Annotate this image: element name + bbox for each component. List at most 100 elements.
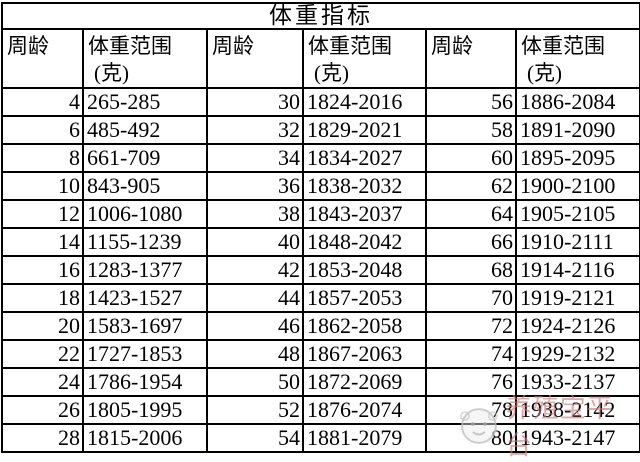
week-cell-col1: 14 bbox=[1, 227, 84, 257]
range-cell-col1: 1006-1080 bbox=[82, 199, 208, 229]
week-cell-col1: 20 bbox=[1, 311, 84, 341]
header-unit-label: (克) bbox=[94, 61, 129, 85]
week-cell-col2: 38 bbox=[206, 199, 304, 229]
week-cell-col1: 16 bbox=[1, 255, 84, 285]
range-cell-col2: 1829-2021 bbox=[302, 115, 427, 145]
range-cell-col1: 661-709 bbox=[82, 143, 208, 173]
header-range-label: 体重范围 bbox=[308, 34, 392, 58]
week-cell-col2: 40 bbox=[206, 227, 304, 257]
week-cell-col1: 18 bbox=[1, 283, 84, 313]
week-cell-col1: 8 bbox=[1, 143, 84, 173]
header-week-2: 周龄 bbox=[206, 28, 304, 89]
range-cell-col3: 1895-2095 bbox=[514, 143, 640, 173]
week-cell-col3: 78 bbox=[425, 395, 517, 425]
week-cell-col2: 44 bbox=[206, 283, 304, 313]
header-range-2: 体重范围 (克) bbox=[302, 28, 427, 89]
week-cell-col2: 30 bbox=[206, 87, 304, 117]
week-cell-col2: 48 bbox=[206, 339, 304, 369]
range-cell-col2: 1838-2032 bbox=[302, 171, 427, 201]
week-cell-col1: 6 bbox=[1, 115, 84, 145]
range-cell-col2: 1848-2042 bbox=[302, 227, 427, 257]
week-cell-col3: 66 bbox=[425, 227, 517, 257]
range-cell-col2: 1862-2058 bbox=[302, 311, 427, 341]
week-cell-col3: 60 bbox=[425, 143, 517, 173]
range-cell-col2: 1857-2053 bbox=[302, 283, 427, 313]
range-cell-col1: 1583-1697 bbox=[82, 311, 208, 341]
table-row: 26 1805-1995 52 1876-2074 78 1938-2142 bbox=[1, 395, 640, 425]
week-cell-col1: 28 bbox=[1, 423, 84, 453]
week-cell-col3: 62 bbox=[425, 171, 517, 201]
table-row: 20 1583-1697 46 1862-2058 72 1924-2126 bbox=[1, 311, 640, 341]
range-cell-col1: 1805-1995 bbox=[82, 395, 208, 425]
header-range-3: 体重范围 (克) bbox=[514, 28, 640, 89]
week-cell-col3: 72 bbox=[425, 311, 517, 341]
title-row: 体重指标 bbox=[0, 2, 640, 30]
header-row: 周龄 体重范围 (克) 周龄 体重范围 (克) 周龄 体重范围 (克) bbox=[1, 28, 640, 89]
week-cell-col2: 52 bbox=[206, 395, 304, 425]
week-cell-col3: 70 bbox=[425, 283, 517, 313]
range-cell-col3: 1919-2121 bbox=[514, 283, 640, 313]
table-row: 24 1786-1954 50 1872-2069 76 1933-2137 bbox=[1, 367, 640, 397]
week-cell-col3: 74 bbox=[425, 339, 517, 369]
table-row: 8 661-709 34 1834-2027 60 1895-2095 bbox=[1, 143, 640, 173]
header-range-label: 体重范围 bbox=[88, 34, 172, 58]
range-cell-col3: 1943-2147 bbox=[514, 423, 640, 453]
week-cell-col2: 32 bbox=[206, 115, 304, 145]
week-cell-col3: 80 bbox=[425, 423, 517, 453]
range-cell-col3: 1914-2116 bbox=[514, 255, 640, 285]
week-cell-col2: 50 bbox=[206, 367, 304, 397]
range-cell-col1: 1155-1239 bbox=[82, 227, 208, 257]
week-cell-col1: 10 bbox=[1, 171, 84, 201]
weight-table-body: 4 265-285 30 1824-2016 56 1886-2084 6 485-492 32… bbox=[1, 87, 640, 453]
range-cell-col2: 1872-2069 bbox=[302, 367, 427, 397]
table-row: 22 1727-1853 48 1867-2063 74 1929-2132 bbox=[1, 339, 640, 369]
range-cell-col2: 1853-2048 bbox=[302, 255, 427, 285]
table-row: 28 1815-2006 54 1881-2079 80 1943-2147 bbox=[1, 423, 640, 453]
week-cell-col1: 22 bbox=[1, 339, 84, 369]
week-cell-col1: 12 bbox=[1, 199, 84, 229]
range-cell-col3: 1910-2111 bbox=[514, 227, 640, 257]
header-week-3: 周龄 bbox=[425, 28, 517, 89]
week-cell-col2: 36 bbox=[206, 171, 304, 201]
week-cell-col3: 76 bbox=[425, 367, 517, 397]
range-cell-col3: 1905-2105 bbox=[514, 199, 640, 229]
range-cell-col3: 1886-2084 bbox=[514, 87, 640, 117]
week-cell-col3: 56 bbox=[425, 87, 517, 117]
range-cell-col3: 1891-2090 bbox=[514, 115, 640, 145]
range-cell-col3: 1924-2126 bbox=[514, 311, 640, 341]
header-unit-label: (克) bbox=[314, 61, 349, 85]
week-cell-col2: 42 bbox=[206, 255, 304, 285]
table-row: 12 1006-1080 38 1843-2037 64 1905-2105 bbox=[1, 199, 640, 229]
range-cell-col1: 1423-1527 bbox=[82, 283, 208, 313]
range-cell-col2: 1834-2027 bbox=[302, 143, 427, 173]
range-cell-col3: 1938-2142 bbox=[514, 395, 640, 425]
header-unit-label: (克) bbox=[527, 61, 562, 85]
week-cell-col2: 34 bbox=[206, 143, 304, 173]
table-row: 14 1155-1239 40 1848-2042 66 1910-2111 bbox=[1, 227, 640, 257]
table-row: 10 843-905 36 1838-2032 62 1900-2100 bbox=[1, 171, 640, 201]
week-cell-col1: 26 bbox=[1, 395, 84, 425]
header-week-1: 周龄 bbox=[1, 28, 84, 89]
range-cell-col1: 1786-1954 bbox=[82, 367, 208, 397]
header-range-label: 体重范围 bbox=[521, 34, 605, 58]
range-cell-col3: 1933-2137 bbox=[514, 367, 640, 397]
table-row: 16 1283-1377 42 1853-2048 68 1914-2116 bbox=[1, 255, 640, 285]
table-title: 体重指标 bbox=[0, 2, 640, 30]
week-cell-col3: 64 bbox=[425, 199, 517, 229]
range-cell-col2: 1843-2037 bbox=[302, 199, 427, 229]
range-cell-col1: 485-492 bbox=[82, 115, 208, 145]
range-cell-col1: 1727-1853 bbox=[82, 339, 208, 369]
range-cell-col3: 1929-2132 bbox=[514, 339, 640, 369]
header-range-1: 体重范围 (克) bbox=[82, 28, 208, 89]
week-cell-col3: 58 bbox=[425, 115, 517, 145]
range-cell-col1: 1283-1377 bbox=[82, 255, 208, 285]
table-row: 18 1423-1527 44 1857-2053 70 1919-2121 bbox=[1, 283, 640, 313]
table-row: 4 265-285 30 1824-2016 56 1886-2084 bbox=[1, 87, 640, 117]
week-cell-col1: 24 bbox=[1, 367, 84, 397]
week-cell-col1: 4 bbox=[1, 87, 84, 117]
range-cell-col2: 1876-2074 bbox=[302, 395, 427, 425]
range-cell-col3: 1900-2100 bbox=[514, 171, 640, 201]
range-cell-col1: 1815-2006 bbox=[82, 423, 208, 453]
week-cell-col2: 46 bbox=[206, 311, 304, 341]
